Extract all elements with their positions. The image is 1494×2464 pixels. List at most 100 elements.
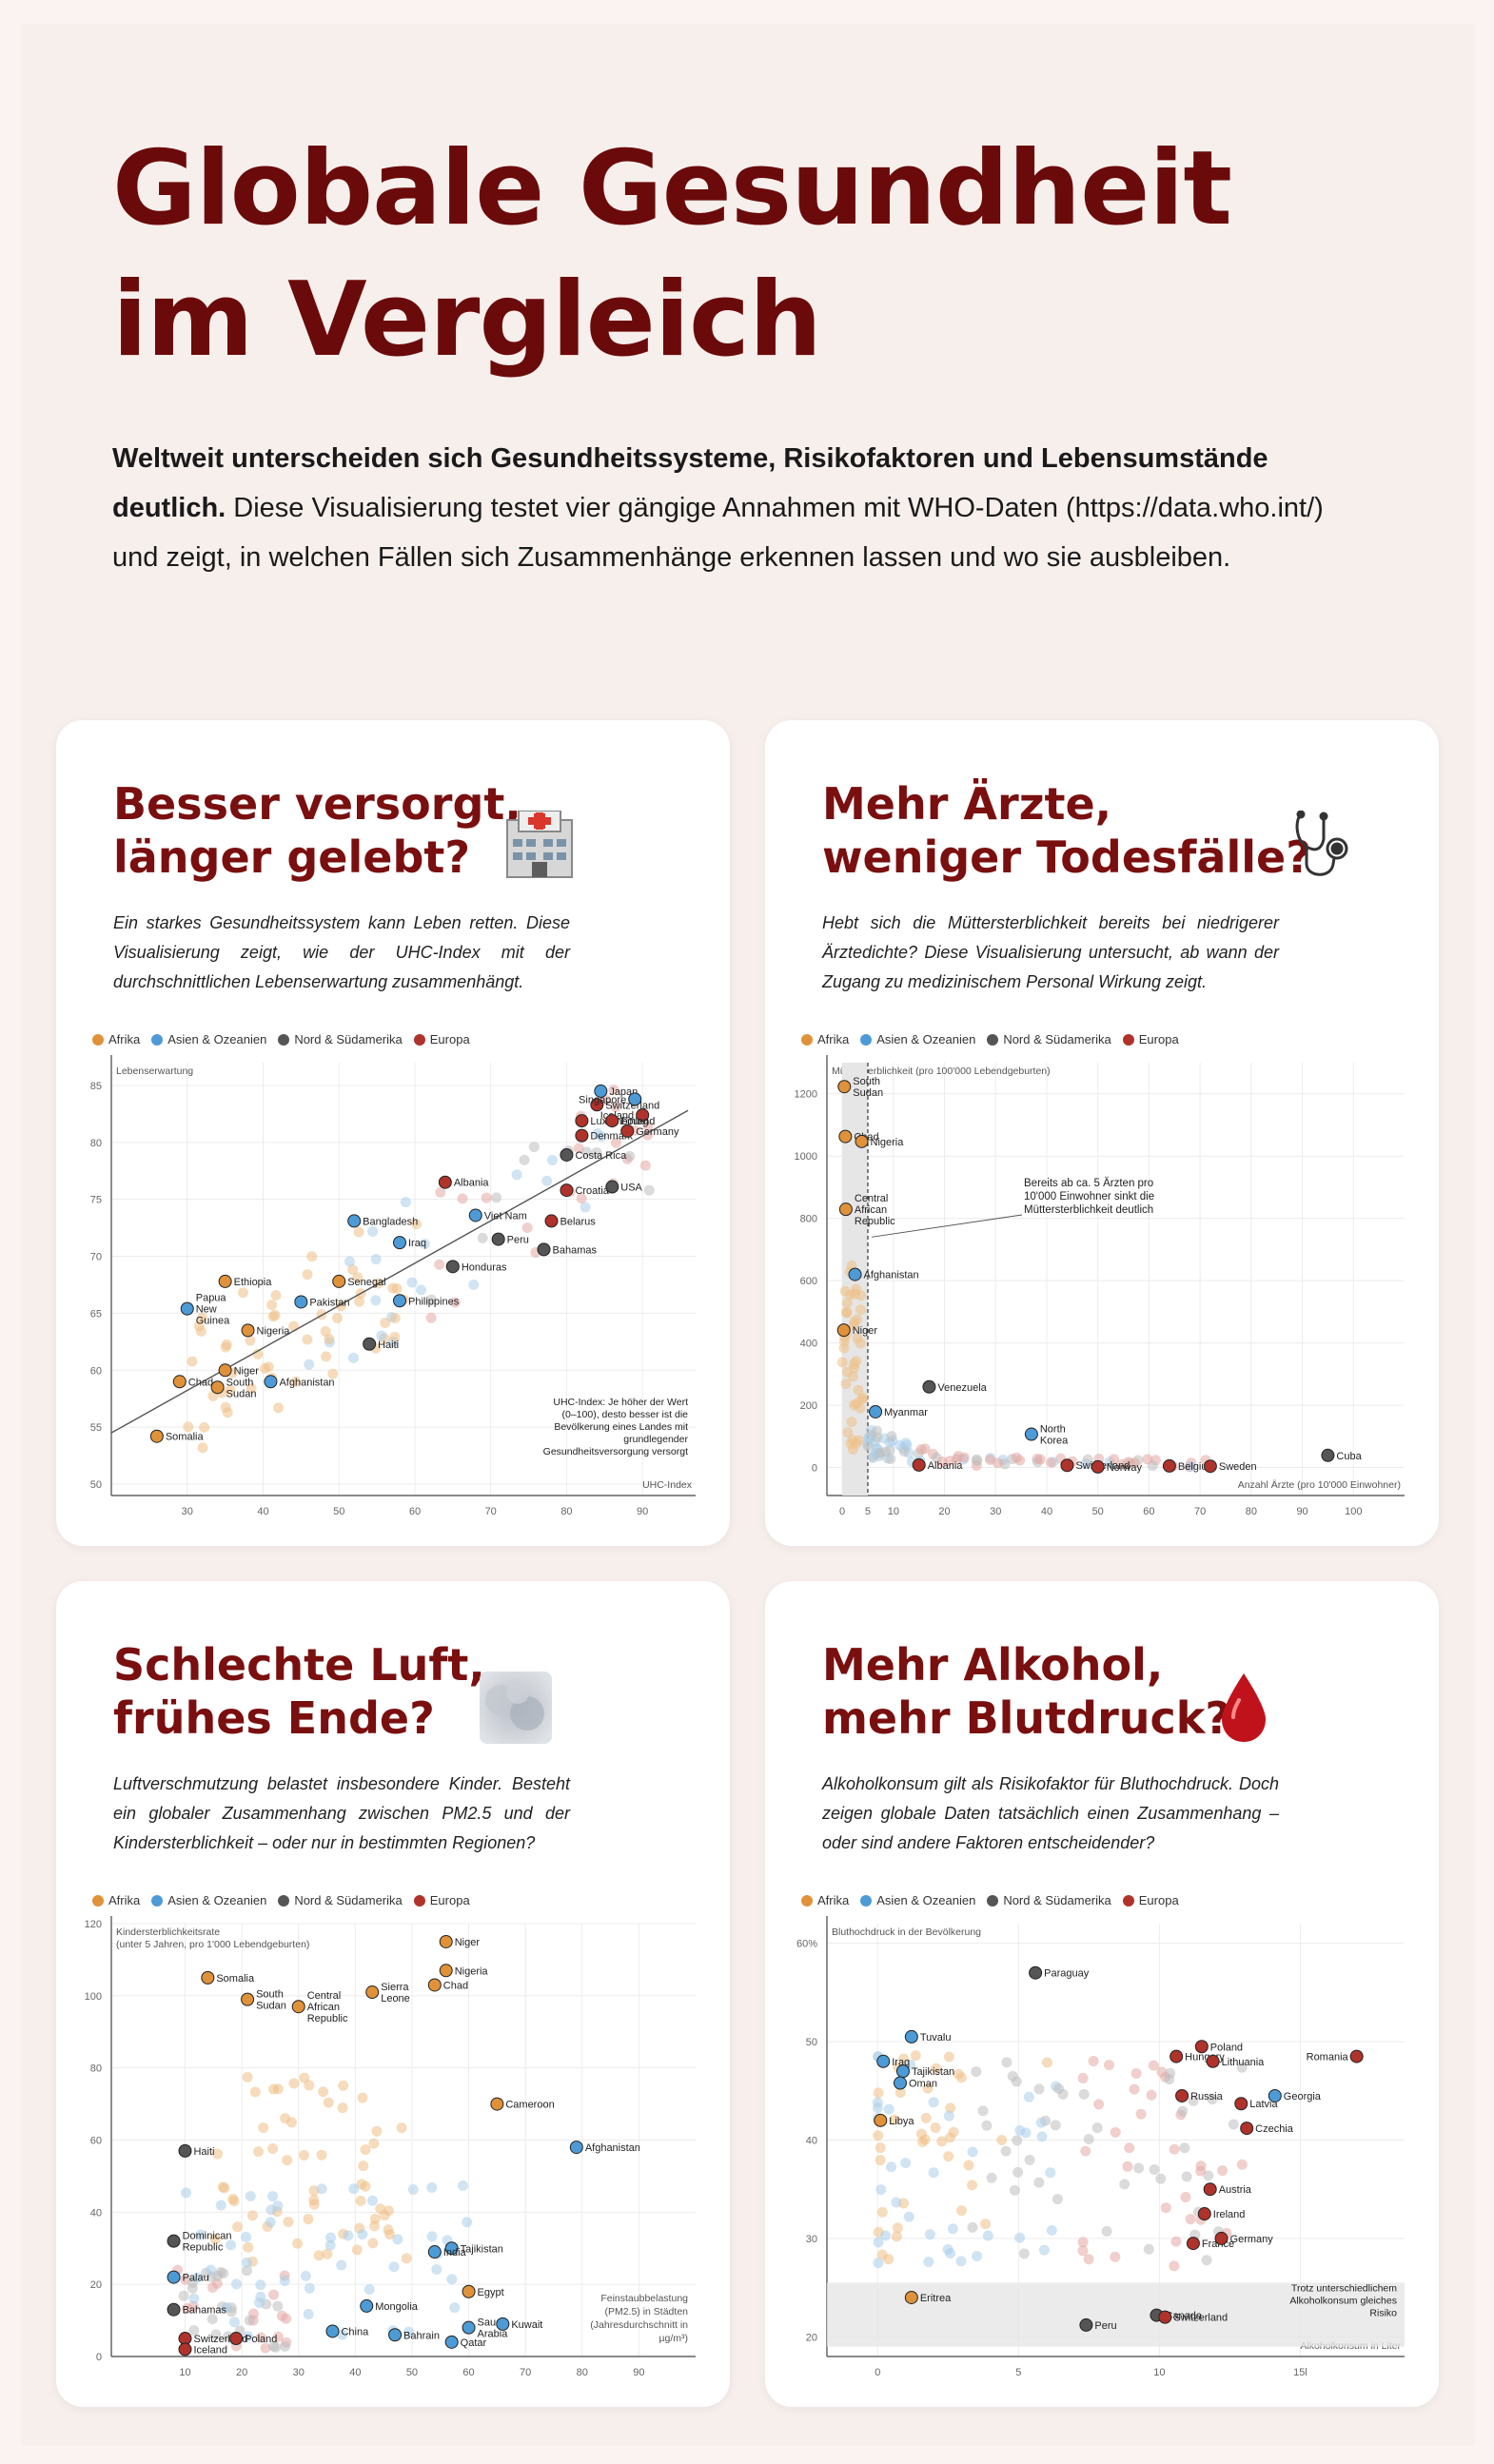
chart-legend: Afrika Asien & Ozeanien Nord & Südamerika E…: [92, 1893, 470, 1907]
data-point: [407, 2184, 419, 2196]
data-point: [1023, 2091, 1034, 2102]
legend-item: Europa: [1122, 1032, 1179, 1046]
data-point: [426, 2231, 438, 2242]
data-point: [1119, 2179, 1130, 2190]
chart-uhc-life-expectancy: 50 55 60 65 70 75 80 85 30 40 50 60 70 80 90 Lebenserwa…: [90, 1055, 696, 1517]
x-tick-label: 60: [462, 2367, 474, 2378]
data-point: [894, 2087, 906, 2099]
data-point-labeled: [848, 1267, 862, 1281]
data-point: [273, 1402, 285, 1414]
data-point-label: China: [341, 2326, 369, 2337]
data-point: [245, 2190, 256, 2201]
y-tick-label: 800: [800, 1214, 817, 1225]
data-point: [1050, 2120, 1061, 2131]
data-point: [327, 1368, 339, 1379]
data-point: [1033, 2083, 1045, 2095]
card-description: Hebt sich die Müttersterblichkeit bereit…: [822, 913, 1279, 991]
data-point-label: Chad: [443, 1980, 468, 1991]
y-axis-label: Müttersterblichkeit (pro 100'000 Lebendg…: [832, 1066, 1051, 1077]
y-tick-label: 80: [90, 1138, 102, 1149]
data-point: [211, 2148, 223, 2160]
data-point: [303, 2214, 314, 2225]
data-point: [875, 2184, 887, 2196]
data-point-labeled: [838, 1203, 853, 1217]
data-point: [337, 2329, 348, 2340]
y-tick-label: 60: [90, 1365, 102, 1377]
y-tick-label: 20: [806, 2332, 817, 2343]
data-point: [449, 1297, 461, 1308]
data-point: [347, 1352, 359, 1363]
data-point: [457, 2180, 468, 2191]
data-point: [366, 2195, 378, 2206]
data-point: [1146, 2089, 1157, 2101]
data-point: [187, 1356, 198, 1367]
data-point-labeled: [912, 1457, 926, 1472]
data-point: [546, 1155, 558, 1166]
data-point: [367, 2238, 379, 2249]
data-point-labeled: [537, 1242, 551, 1257]
data-point-label: Libya: [889, 2116, 914, 2127]
data-point: [875, 2155, 886, 2166]
data-point: [841, 1298, 853, 1309]
data-point: [1170, 2236, 1182, 2247]
data-point-label: Papua New Guinea: [196, 1293, 230, 1327]
data-point: [324, 2239, 336, 2251]
data-point: [924, 2229, 935, 2240]
data-point-labeled: [172, 1375, 187, 1389]
data-point: [272, 2083, 284, 2095]
data-point-labeled: [167, 2302, 181, 2317]
data-point-label: Singapore: [579, 1094, 626, 1105]
legend-swatch: [860, 1033, 873, 1046]
data-point: [1034, 1454, 1046, 1465]
data-point-labeled: [1349, 2049, 1364, 2063]
data-point-labeled: [575, 1114, 589, 1128]
data-point: [1135, 2108, 1147, 2120]
data-point: [400, 1197, 411, 1208]
data-point: [191, 2272, 203, 2283]
legend-label: Nord & Südamerika: [1003, 1893, 1111, 1907]
legend-label: Afrika: [108, 1032, 141, 1046]
data-point: [1236, 2062, 1248, 2073]
legend-swatch: [801, 1894, 813, 1907]
data-point-labeled: [347, 1214, 362, 1228]
data-point: [923, 2256, 934, 2267]
data-point-labeled: [439, 1934, 453, 1948]
card-uhc-life-expectancy: Besser versorgt, länger gelebt? Ein star…: [56, 720, 730, 1546]
data-point: [922, 2083, 934, 2094]
data-point-labeled: [1079, 2317, 1093, 2332]
data-point: [1033, 2177, 1045, 2188]
data-point: [267, 2191, 279, 2202]
data-point: [1155, 2173, 1167, 2184]
data-point-label: Georgia: [1284, 2091, 1322, 2102]
data-point-label: Germany: [1230, 2234, 1274, 2245]
data-point-label: Niger: [234, 1365, 260, 1377]
chart-alcohol-blood-pressure: 20 30 40 50 60% 0 5 10 15l Bluthochdruck in der B…: [796, 1916, 1405, 2378]
data-point-label: Iraq: [408, 1238, 426, 1249]
x-tick-label: 50: [1092, 1506, 1104, 1517]
data-point: [891, 2197, 902, 2208]
legend-label: Afrika: [817, 1032, 850, 1046]
data-point: [316, 2183, 327, 2195]
data-point: [1130, 2067, 1142, 2079]
legend-label: Europa: [429, 1032, 470, 1046]
data-point: [851, 1356, 862, 1367]
data-point: [244, 2315, 255, 2326]
data-point: [1042, 2057, 1053, 2068]
data-point: [928, 2167, 939, 2179]
data-point-labeled: [594, 1084, 608, 1098]
data-point: [842, 1427, 854, 1438]
data-point-label: Norway: [1107, 1462, 1143, 1474]
data-point: [956, 2205, 968, 2217]
data-point-labeled: [1091, 1459, 1105, 1474]
data-point: [841, 1306, 853, 1318]
data-point: [260, 2342, 271, 2354]
data-point: [1103, 2060, 1114, 2071]
data-point: [389, 1331, 401, 1342]
data-point-label: Bahrain: [403, 2330, 440, 2341]
data-point-labeled: [427, 1978, 442, 1992]
data-point: [1012, 2135, 1023, 2146]
data-point-label: Niger: [455, 1937, 481, 1948]
data-point: [576, 1193, 587, 1204]
data-point-label: Central African Republic: [307, 1990, 348, 2024]
data-point: [886, 2161, 897, 2173]
